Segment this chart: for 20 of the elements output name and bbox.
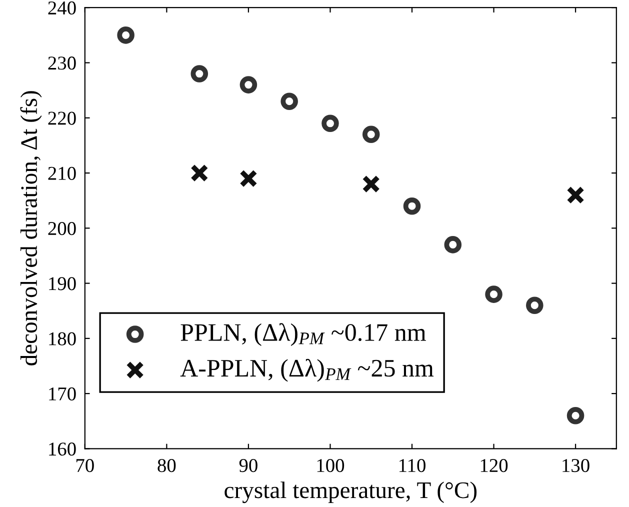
y-tick-label: 210 (48, 166, 76, 180)
x-tick-label: 70 (76, 458, 94, 472)
y-tick-label: 180 (49, 332, 76, 346)
x-tick-label: 120 (480, 458, 508, 472)
y-tick-label: 190 (49, 277, 76, 290)
y-tick-label: 200 (48, 222, 76, 236)
y-tick-label: 220 (48, 112, 76, 125)
y-tick-label: 160 (49, 442, 76, 456)
x-axis-title: crystal temperature, T (°C) (224, 482, 477, 504)
x-tick-label: 130 (562, 458, 590, 472)
x-tick-label: 110 (399, 458, 426, 472)
y-tick-label: 230 (48, 56, 76, 70)
x-tick-label: 100 (317, 458, 344, 472)
legend-label: A-PPLN, (Δλ)$_{PM}$ ~25 nm (180, 358, 434, 382)
legend-label: PPLN, (Δλ)$_{PM}$ ~0.17 nm (180, 323, 426, 346)
y-tick-label: 240 (48, 1, 76, 15)
x-tick-label: 90 (239, 458, 258, 472)
y-tick-label: 170 (49, 387, 76, 400)
x-tick-label: 80 (158, 458, 176, 472)
y-axis-title: deconvolved duration, Δt (fs) (20, 91, 42, 366)
